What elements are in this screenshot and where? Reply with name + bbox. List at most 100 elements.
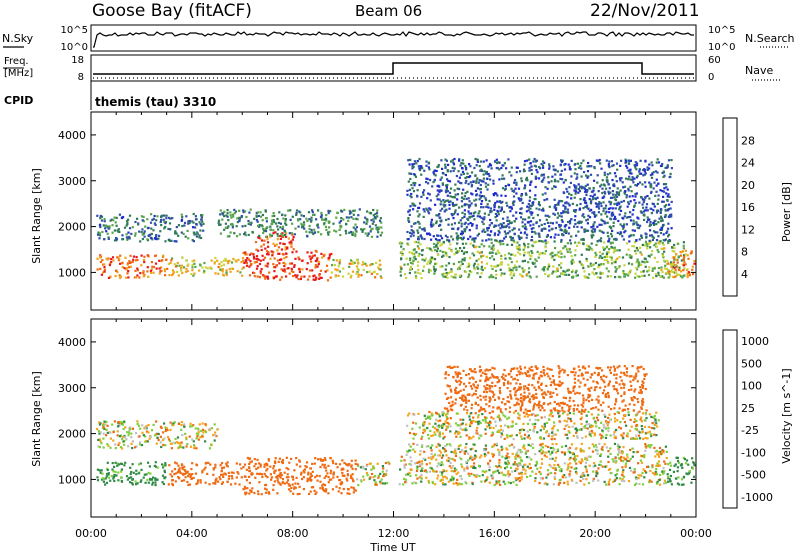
power-cell: [612, 242, 614, 244]
power-cell: [263, 244, 265, 246]
power-cell: [253, 256, 255, 258]
power-cell: [421, 259, 423, 261]
power-cell: [348, 217, 350, 219]
power-cell: [203, 270, 205, 272]
power-cell: [673, 257, 675, 259]
velocity-cell: [659, 484, 661, 486]
power-cell: [232, 258, 234, 260]
velocity-cell: [602, 466, 604, 468]
power-cell: [315, 277, 317, 279]
power-cell: [496, 210, 498, 212]
power-cell: [682, 259, 684, 261]
velocity-cell: [177, 476, 179, 478]
power-cell: [569, 222, 571, 224]
power-cell: [430, 223, 432, 225]
power-cell: [644, 261, 646, 263]
power-cell: [538, 240, 540, 242]
power-cell: [588, 249, 590, 251]
power-cell: [671, 246, 673, 248]
power-cell: [436, 220, 438, 222]
velocity-cell: [455, 482, 457, 484]
power-cell: [516, 171, 518, 173]
velocity-cell: [280, 476, 282, 478]
power-cell: [176, 271, 178, 273]
power-cell: [531, 212, 533, 214]
power-cell: [659, 240, 661, 242]
power-cell: [464, 223, 466, 225]
power-cell: [279, 279, 281, 281]
power-cell: [692, 266, 694, 268]
power-cell: [649, 240, 651, 242]
velocity-cell: [583, 450, 585, 452]
power-cell: [541, 209, 543, 211]
velocity-cell: [220, 464, 222, 466]
velocity-cell: [659, 474, 661, 476]
power-cell: [606, 256, 608, 258]
velocity-cell: [154, 482, 156, 484]
power-cell: [430, 259, 432, 261]
power-cell: [459, 177, 461, 179]
power-cell: [640, 196, 642, 198]
power-cell: [506, 244, 508, 246]
velocity-cell: [521, 460, 523, 462]
power-cell: [645, 237, 647, 239]
power-cell: [285, 256, 287, 258]
velocity-cell: [151, 429, 153, 431]
velocity-cell: [622, 460, 624, 462]
power-cell: [434, 204, 436, 206]
power-cell: [545, 242, 547, 244]
power-cell: [515, 184, 517, 186]
power-cell: [266, 226, 268, 228]
power-cell: [450, 236, 452, 238]
power-cell: [528, 203, 530, 205]
power-cell: [436, 195, 438, 197]
power-cell: [169, 240, 171, 242]
power-cell: [607, 262, 609, 264]
power-cell: [114, 229, 116, 231]
beam-title: Beam 06: [355, 2, 422, 20]
power-cell: [607, 275, 609, 277]
power-cell: [677, 266, 679, 268]
power-cell: [227, 235, 229, 237]
power-cell: [368, 271, 370, 273]
power-cell: [318, 263, 320, 265]
power-cell: [646, 221, 648, 223]
velocity-cell: [103, 433, 105, 435]
power-cell: [230, 271, 232, 273]
power-cell: [115, 237, 117, 239]
power-cell: [352, 210, 354, 212]
power-cell: [256, 255, 258, 257]
power-cell: [218, 263, 220, 265]
power-cell: [437, 254, 439, 256]
power-cell: [289, 232, 291, 234]
power-cell: [487, 203, 489, 205]
power-cell: [409, 189, 411, 191]
velocity-cell: [118, 421, 120, 423]
power-cell: [444, 164, 446, 166]
velocity-cell: [137, 482, 139, 484]
power-cell: [467, 223, 469, 225]
power-cell: [500, 274, 502, 276]
power-cell: [285, 218, 287, 220]
power-cell: [99, 255, 101, 257]
power-cell: [601, 257, 603, 259]
power-cell: [532, 160, 534, 162]
velocity-cell: [246, 487, 248, 489]
power-cell: [491, 268, 493, 270]
velocity-cell: [293, 469, 295, 471]
power-cell: [581, 254, 583, 256]
power-cell: [485, 239, 487, 241]
power-cell: [634, 195, 636, 197]
velocity-cell: [113, 480, 115, 482]
power-cell: [294, 228, 296, 230]
power-cell: [364, 217, 366, 219]
velocity-cell: [351, 477, 353, 479]
velocity-cell: [339, 463, 341, 465]
power-cell: [303, 224, 305, 226]
velocity-cell: [173, 442, 175, 444]
power-cell: [638, 276, 640, 278]
power-cell: [664, 216, 666, 218]
power-cell: [103, 238, 105, 240]
velocity-cell: [412, 449, 414, 451]
power-cell: [406, 190, 408, 192]
